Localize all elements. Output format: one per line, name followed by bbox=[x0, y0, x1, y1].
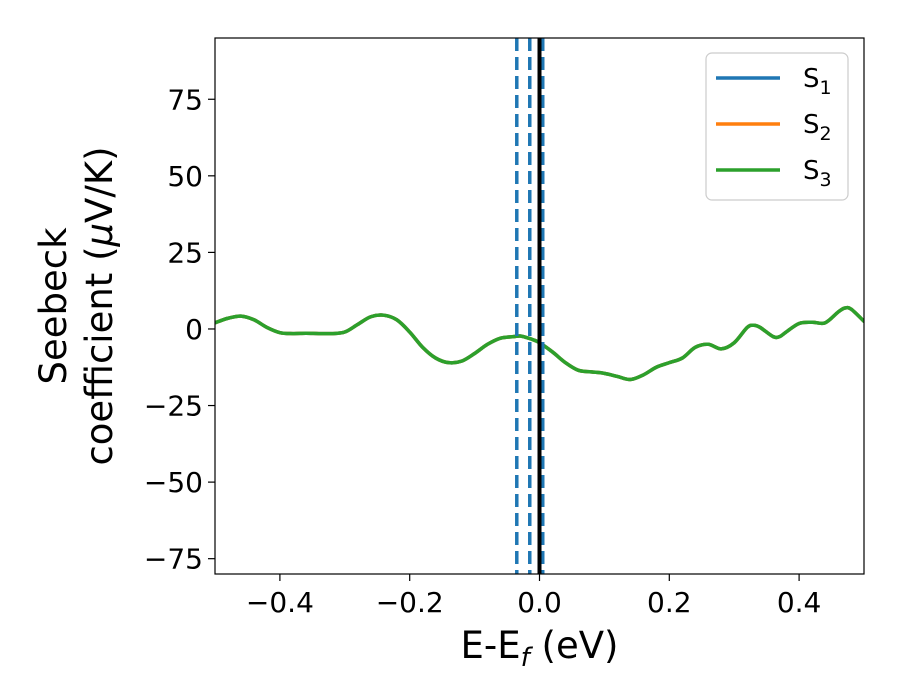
x-tick-label: −0.2 bbox=[376, 586, 444, 619]
x-tick-label: 0.4 bbox=[777, 586, 822, 619]
y-tick-label: −50 bbox=[144, 466, 203, 499]
x-axis-label: E-Ef (eV) bbox=[461, 624, 619, 673]
x-axis: −0.4 −0.2 0.0 0.2 0.4 bbox=[246, 574, 821, 619]
legend: S1 S2 S3 bbox=[705, 52, 849, 201]
series-line-s3 bbox=[215, 305, 864, 382]
legend-box bbox=[705, 52, 849, 201]
y-tick-label: 0 bbox=[185, 313, 203, 346]
y-axis-label: Seebeck coefficient (μV/K) bbox=[32, 146, 121, 465]
y-tick-label: 75 bbox=[167, 83, 203, 116]
plot-area bbox=[215, 38, 864, 574]
y-tick-label: −25 bbox=[144, 390, 203, 423]
legend-label-s3: S3 bbox=[803, 156, 832, 191]
legend-label-s2: S2 bbox=[803, 110, 832, 145]
x-tick-label: 0.2 bbox=[647, 586, 692, 619]
legend-label-s1: S1 bbox=[803, 64, 832, 99]
y-axis-label-line2: coefficient (μV/K) bbox=[78, 146, 121, 465]
x-tick-label: −0.4 bbox=[246, 586, 314, 619]
x-tick-label: 0.0 bbox=[517, 586, 562, 619]
y-tick-label: −75 bbox=[144, 543, 203, 576]
y-axis-label-line1: Seebeck bbox=[32, 227, 75, 385]
y-axis: 75 50 25 0 −25 −50 −75 bbox=[144, 83, 215, 576]
y-tick-label: 25 bbox=[167, 236, 203, 269]
y-tick-label: 50 bbox=[167, 160, 203, 193]
